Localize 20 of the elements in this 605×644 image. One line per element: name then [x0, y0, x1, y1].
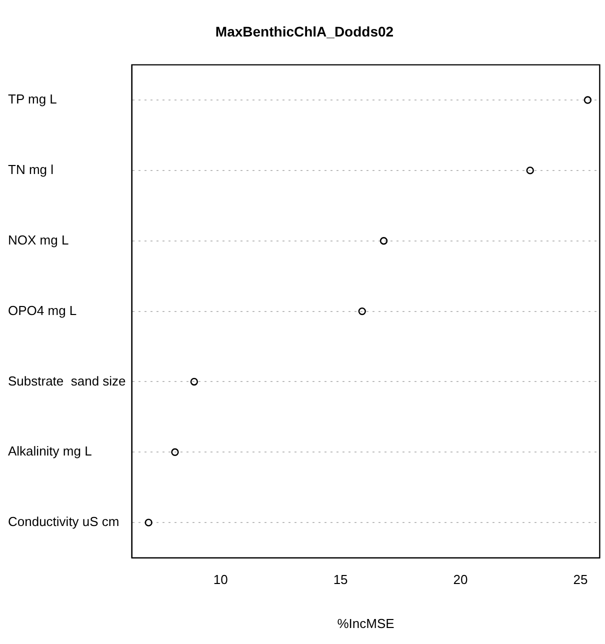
point [171, 448, 179, 456]
point [584, 96, 592, 104]
y-tick-label: NOX mg L [8, 232, 69, 248]
y-tick-label: TP mg L [8, 92, 57, 107]
point [380, 237, 388, 245]
x-axis-title: %IncMSE [337, 616, 395, 631]
y-tick-label: Alkalinity mg L [8, 444, 92, 459]
x-tick-label: 25 [573, 572, 588, 588]
point [358, 307, 366, 316]
point [144, 518, 152, 526]
y-tick-label: Conductivity uS cm [8, 514, 120, 530]
chart-title: MaxBenthicChlA_Dodds02 [215, 23, 394, 40]
y-tick-label: TN mg l [8, 162, 54, 178]
y-tick-label: OPO4 mg L [8, 302, 77, 318]
point [526, 166, 534, 174]
x-tick-label: 15 [333, 572, 348, 588]
x-tick-label: 20 [453, 572, 468, 588]
x-tick-label: 10 [213, 572, 228, 588]
y-tick-label: Substrate sand size [8, 373, 126, 388]
point [190, 378, 198, 386]
